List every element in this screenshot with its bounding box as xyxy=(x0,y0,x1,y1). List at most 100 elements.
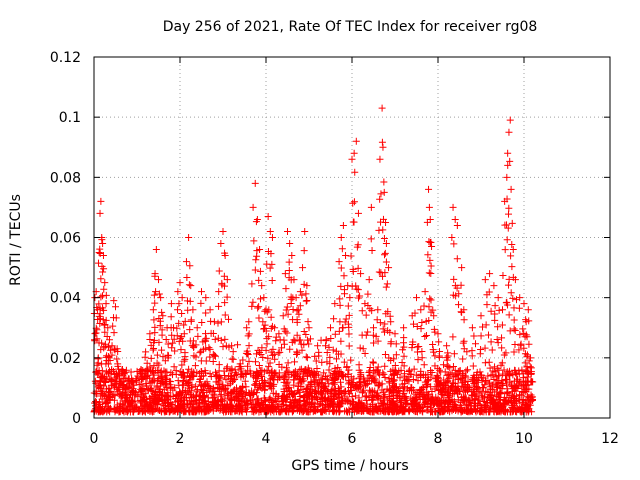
data-point-band xyxy=(209,399,217,407)
data-point-band xyxy=(228,389,236,397)
data-point-trail xyxy=(377,190,385,198)
data-point-trail xyxy=(326,360,334,368)
data-point-band xyxy=(221,394,229,402)
data-point-trail xyxy=(506,157,514,165)
data-point-trail xyxy=(181,353,189,361)
data-point xyxy=(284,227,291,235)
data-point-band xyxy=(498,403,506,411)
data-point-band xyxy=(454,375,462,383)
data-point xyxy=(380,188,388,196)
data-point-band xyxy=(110,382,118,390)
data-point-trail xyxy=(171,347,179,355)
data-point-trail xyxy=(421,333,429,341)
data-point-band xyxy=(204,394,212,402)
data-point-band xyxy=(515,391,523,399)
data-point-trail xyxy=(99,268,107,276)
data-point-trail xyxy=(485,288,493,296)
data-point-trail xyxy=(499,272,507,280)
data-point-band xyxy=(203,378,211,386)
data-point-trail xyxy=(252,256,260,264)
data-point-trail xyxy=(425,269,433,277)
data-point-band xyxy=(506,367,514,375)
data-point xyxy=(507,185,515,193)
data-point-band xyxy=(386,392,394,400)
data-point xyxy=(303,282,311,290)
data-point-trail xyxy=(109,322,117,330)
data-point-band xyxy=(193,404,201,412)
data-point-band xyxy=(398,358,406,366)
data-point-trail xyxy=(206,345,214,353)
data-point-band xyxy=(359,388,367,396)
x-tick-label: 10 xyxy=(515,431,533,447)
data-point-trail xyxy=(278,363,286,371)
y-tick-label: 0.12 xyxy=(50,50,81,66)
data-point-band xyxy=(369,396,377,404)
data-point xyxy=(178,294,186,302)
data-point-trail xyxy=(420,302,428,310)
data-point-band xyxy=(291,358,299,366)
data-point-trail xyxy=(487,307,495,315)
data-point-band xyxy=(481,381,489,389)
data-point-band xyxy=(334,364,342,372)
data-point xyxy=(370,324,377,332)
data-point-band xyxy=(372,391,380,399)
data-point-band xyxy=(333,371,341,379)
data-point-trail xyxy=(293,316,301,324)
data-point-band xyxy=(300,377,308,385)
data-point xyxy=(180,330,188,338)
data-point-trail xyxy=(408,344,416,352)
data-point xyxy=(260,294,268,302)
data-point-band xyxy=(196,349,204,357)
data-point-band xyxy=(448,369,456,377)
data-point-trail xyxy=(101,321,109,329)
data-point-band xyxy=(238,387,246,395)
data-point-band xyxy=(209,358,217,366)
data-point-trail xyxy=(220,282,228,290)
data-point-band xyxy=(482,378,490,386)
data-point xyxy=(245,318,253,326)
data-point-band xyxy=(313,406,321,414)
data-point-band xyxy=(413,395,421,403)
data-point xyxy=(505,128,513,136)
y-tick-label: 0.06 xyxy=(50,231,81,247)
data-point-trail xyxy=(362,311,370,319)
y-tick-label: 0.1 xyxy=(59,110,81,126)
data-point-trail xyxy=(329,346,337,354)
data-point-trail xyxy=(349,199,357,207)
data-point-band xyxy=(278,397,286,405)
data-point-band xyxy=(95,407,103,415)
data-point-trail xyxy=(423,218,431,226)
data-point-band xyxy=(176,397,184,405)
data-point-band xyxy=(255,402,263,410)
data-point-trail xyxy=(155,361,163,369)
data-point-band xyxy=(178,381,186,389)
data-point-band xyxy=(482,387,490,395)
data-point-band xyxy=(357,372,365,380)
data-point-band xyxy=(187,373,195,381)
data-point-band xyxy=(183,401,191,409)
data-point-band xyxy=(104,406,112,414)
data-point-trail xyxy=(93,335,101,343)
data-point xyxy=(443,342,451,350)
data-point-band xyxy=(275,408,283,416)
data-point xyxy=(346,294,354,302)
data-point-band xyxy=(167,406,175,414)
data-point xyxy=(193,324,201,332)
data-point-trail xyxy=(105,352,113,360)
data-point-trail xyxy=(349,268,357,276)
data-point-trail xyxy=(341,290,349,298)
data-point-band xyxy=(285,383,293,391)
data-point-trail xyxy=(100,285,108,293)
data-point-band xyxy=(139,393,147,401)
data-point-band xyxy=(445,397,453,405)
data-point-band xyxy=(251,381,259,389)
data-point-band xyxy=(161,401,169,409)
data-point-band xyxy=(202,344,210,352)
data-point-band xyxy=(382,405,390,413)
data-point-band xyxy=(267,375,275,383)
data-point-band xyxy=(249,371,257,379)
data-point-band xyxy=(113,355,121,363)
data-point-band xyxy=(269,405,277,413)
data-point-band xyxy=(106,389,114,397)
data-point-trail xyxy=(110,329,118,337)
